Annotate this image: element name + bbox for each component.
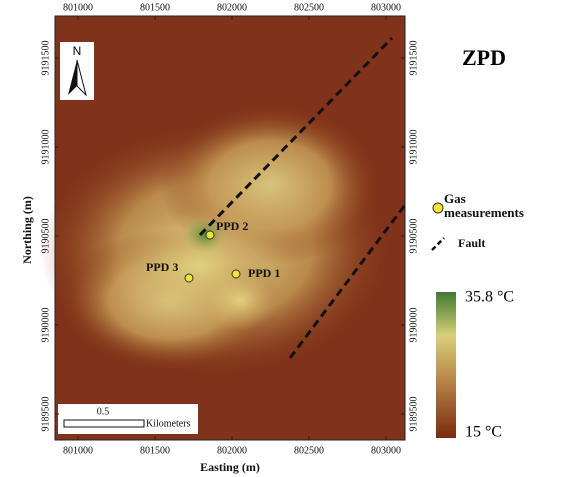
north-label: N xyxy=(73,44,82,58)
x-tick-label: 802000 xyxy=(217,445,247,456)
page: N 0.5 Kilometers PPD 2 PPD 3 PPD 1 ZPD F… xyxy=(0,0,562,477)
scale-bar: 0.5 Kilometers xyxy=(58,404,198,434)
y-tick-label: 9191500 xyxy=(408,41,419,76)
y-tick-label: 9190000 xyxy=(40,308,51,343)
point-label: PPD 1 xyxy=(248,266,280,280)
scale-unit: Kilometers xyxy=(146,418,191,429)
y-tick-label: 9191000 xyxy=(40,130,51,165)
y-tick-label: 9190000 xyxy=(408,308,419,343)
y-tick-label: 9191000 xyxy=(408,130,419,165)
y-tick-label: 9191500 xyxy=(40,41,51,76)
x-tick-label: 802500 xyxy=(294,2,324,13)
north-arrow: N xyxy=(60,42,94,100)
x-tick-label: 801000 xyxy=(63,2,93,13)
x-tick-label: 802000 xyxy=(217,2,247,13)
x-tick-label: 801500 xyxy=(140,2,170,13)
legend-point xyxy=(433,203,443,213)
y-tick-label: 9189500 xyxy=(40,397,51,432)
legend-fault xyxy=(432,238,444,250)
y-tick-label: 9190500 xyxy=(40,219,51,254)
x-tick-label: 803000 xyxy=(371,2,401,13)
point-label: PPD 3 xyxy=(146,260,178,274)
legend-fault-label: Fault xyxy=(458,236,485,250)
x-tick-label: 802500 xyxy=(294,445,324,456)
colorbar-min: 15 °C xyxy=(465,424,502,441)
colorbar xyxy=(436,292,456,438)
y-tick-label: 9189500 xyxy=(408,397,419,432)
scale-value: 0.5 xyxy=(97,406,110,417)
x-tick-label: 801500 xyxy=(140,445,170,456)
x-axis-label: Easting (m) xyxy=(200,460,260,474)
y-tick-label: 9190500 xyxy=(408,219,419,254)
map-figure: N 0.5 Kilometers PPD 2 PPD 3 PPD 1 ZPD F… xyxy=(0,0,562,477)
y-axis-label: Northing (m) xyxy=(20,196,34,264)
colorbar-max: 35.8 °C xyxy=(465,289,514,306)
legend-points-label: Gas measurements xyxy=(444,192,544,220)
title: ZPD xyxy=(462,45,506,70)
x-tick-label: 803000 xyxy=(371,445,401,456)
x-tick-label: 801000 xyxy=(63,445,93,456)
point-label: PPD 2 xyxy=(216,219,248,233)
